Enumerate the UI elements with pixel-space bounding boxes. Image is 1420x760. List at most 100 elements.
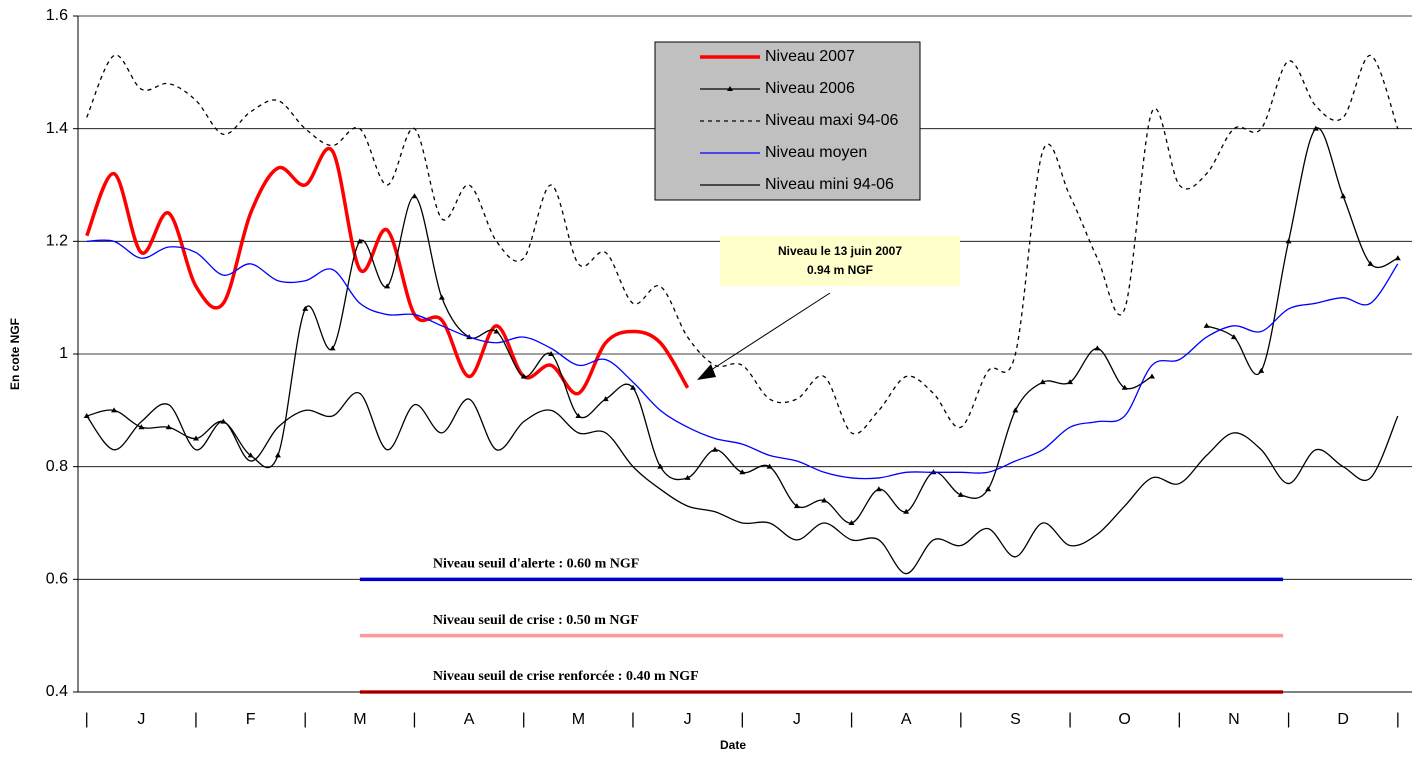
x-tick-label: | (959, 711, 963, 728)
x-tick-label: S (1010, 711, 1021, 728)
legend-label: Niveau 2007 (765, 48, 855, 65)
annotation: Niveau le 13 juin 2007 0.94 m NGF (697, 236, 960, 380)
marker (138, 424, 145, 430)
x-tick-label: | (1177, 711, 1181, 728)
marker (821, 497, 828, 503)
legend-label: Niveau moyen (765, 144, 867, 161)
x-tick-label: | (522, 711, 526, 728)
marker (520, 373, 527, 379)
x-tick-label: J (137, 711, 145, 728)
annotation-box (720, 236, 960, 286)
marker (684, 474, 691, 480)
marker (1367, 260, 1374, 266)
marker (1285, 238, 1292, 244)
x-tick-label: A (901, 711, 912, 728)
marker (711, 446, 718, 452)
annotation-text: 0.94 m NGF (807, 263, 873, 277)
marker (575, 412, 582, 418)
marker (1094, 345, 1101, 351)
marker (1340, 193, 1347, 199)
marker (411, 193, 418, 199)
marker (875, 486, 882, 492)
legend-label: Niveau mini 94-06 (765, 176, 894, 193)
marker (302, 305, 309, 311)
threshold-label: Niveau seuil de crise renforcée : 0.40 m… (433, 669, 699, 684)
marker (165, 424, 172, 430)
marker (111, 407, 118, 413)
marker (356, 238, 363, 244)
y-tick-label: 0.8 (46, 458, 68, 475)
marker (903, 508, 910, 514)
marker (329, 345, 336, 351)
x-tick-label: M (572, 711, 585, 728)
marker (957, 491, 964, 497)
marker (1121, 384, 1128, 390)
x-tick-label: | (85, 711, 89, 728)
x-tick-label: N (1228, 711, 1240, 728)
y-tick-label: 1 (59, 345, 68, 362)
legend-box (654, 41, 921, 201)
arrow-head (697, 364, 716, 380)
x-tick-label: J (793, 711, 801, 728)
marker (1394, 255, 1401, 261)
marker (548, 351, 555, 356)
x-tick-label: O (1118, 711, 1130, 728)
x-tick-label: | (194, 711, 198, 728)
y-tick-label: 1.4 (46, 120, 68, 137)
marker (1039, 379, 1046, 385)
marker (1312, 125, 1319, 131)
y-tick-label: 1.6 (46, 7, 68, 24)
legend-label: Niveau 2006 (765, 80, 855, 97)
x-tick-label: | (1068, 711, 1072, 728)
threshold-label: Niveau seuil de crise : 0.50 m NGF (433, 613, 639, 628)
x-tick-label: A (464, 711, 475, 728)
marker (1012, 407, 1019, 413)
marker (739, 469, 746, 475)
marker (247, 452, 254, 458)
y-tick-label: 0.4 (46, 683, 68, 700)
y-axis-title: En cote NGF (8, 318, 22, 390)
x-tick-label: J (684, 711, 692, 728)
legend: Niveau 2007 Niveau 2006 Niveau maxi 94-06 N… (654, 41, 921, 201)
marker (1203, 322, 1210, 328)
marker (1067, 379, 1074, 385)
x-axis-title: Date (720, 738, 746, 752)
marker (848, 520, 855, 525)
marker (793, 503, 800, 509)
series-line (86, 392, 1399, 575)
y-tick-label: 0.6 (46, 571, 68, 588)
marker (1230, 334, 1237, 340)
marker (766, 463, 773, 469)
x-tick-label: | (303, 711, 307, 728)
x-tick-label: D (1337, 711, 1349, 728)
x-tick-label: | (849, 711, 853, 728)
series-line (85, 146, 690, 396)
marker (83, 412, 90, 418)
marker (602, 396, 609, 402)
marker (985, 486, 992, 492)
marker (1258, 367, 1265, 373)
x-tick-label: | (1396, 711, 1400, 728)
marker (192, 435, 199, 441)
x-tick-label: | (740, 711, 744, 728)
marker (384, 283, 391, 289)
marker (630, 384, 637, 390)
x-tick-label: | (412, 711, 416, 728)
marker (493, 328, 500, 334)
series-line (86, 239, 1399, 480)
marker (657, 463, 664, 469)
x-tick-label: F (246, 711, 256, 728)
legend-label: Niveau maxi 94-06 (765, 112, 899, 129)
threshold-label: Niveau seuil d'alerte : 0.60 m NGF (433, 557, 639, 572)
marker (274, 452, 281, 458)
annotation-arrow (707, 292, 831, 373)
marker (438, 294, 445, 300)
x-tick-label: | (631, 711, 635, 728)
x-tick-label: | (1286, 711, 1290, 728)
annotation-text: Niveau le 13 juin 2007 (778, 244, 902, 258)
legend-marker (727, 86, 733, 91)
marker (1148, 373, 1155, 379)
x-tick-label: M (353, 711, 366, 728)
y-tick-label: 1.2 (46, 233, 68, 250)
